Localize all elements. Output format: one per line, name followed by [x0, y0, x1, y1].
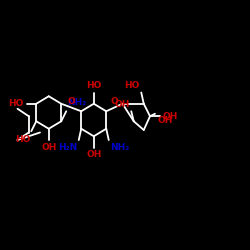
Text: OH: OH	[162, 112, 178, 121]
Text: NH₂: NH₂	[110, 142, 129, 152]
Text: HO: HO	[86, 81, 102, 90]
Text: HO: HO	[124, 81, 140, 90]
Text: OH: OH	[114, 100, 130, 109]
Text: O: O	[110, 97, 118, 106]
Text: OH: OH	[158, 116, 173, 125]
Text: OH: OH	[41, 142, 56, 152]
Text: OH: OH	[86, 150, 102, 159]
Text: H₂N: H₂N	[58, 142, 78, 152]
Text: HO: HO	[14, 135, 30, 144]
Text: NH₂: NH₂	[68, 98, 87, 108]
Text: HO: HO	[8, 99, 24, 108]
Text: O: O	[68, 97, 75, 106]
